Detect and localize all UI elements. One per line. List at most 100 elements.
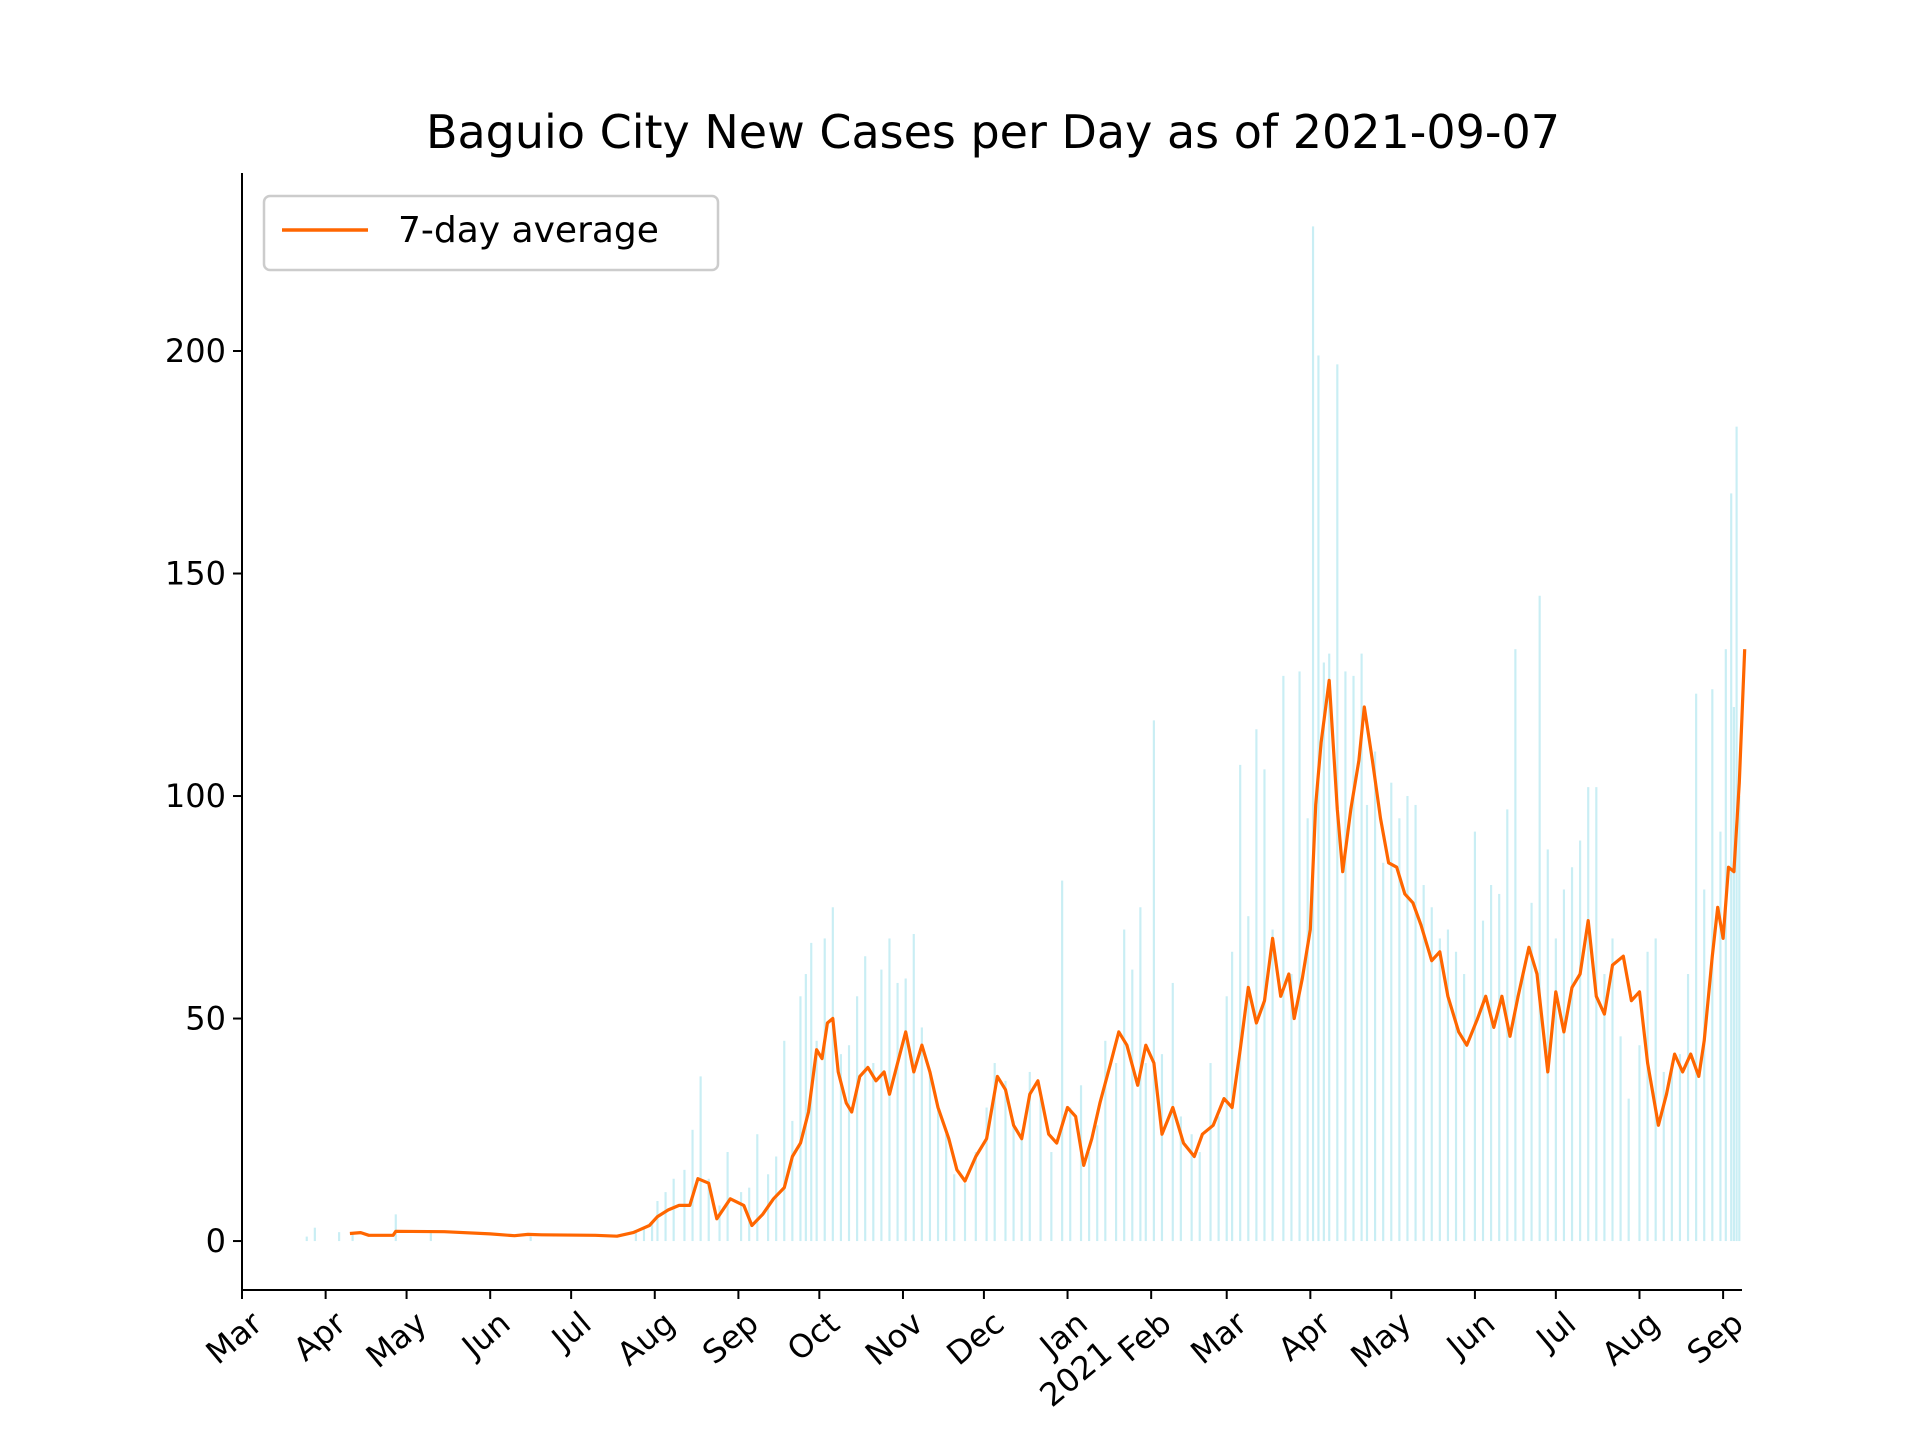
daily-case-bar-139 [1724, 649, 1727, 1242]
daily-case-bar-34 [856, 996, 859, 1242]
x-tick-label-9: Dec [939, 1304, 1011, 1373]
daily-case-bar-20 [748, 1187, 751, 1242]
daily-case-bar-51 [1004, 1080, 1007, 1242]
daily-case-bar-72 [1190, 1134, 1193, 1242]
daily-case-bar-116 [1538, 595, 1541, 1242]
daily-case-bar-104 [1438, 938, 1441, 1242]
x-tick-label-13: Apr [1271, 1303, 1338, 1368]
daily-case-bar-128 [1638, 1045, 1641, 1242]
daily-case-bar-94 [1360, 653, 1363, 1242]
daily-case-bar-31 [831, 907, 834, 1242]
daily-case-bar-30 [823, 938, 826, 1242]
daily-case-bar-23 [775, 1156, 778, 1242]
daily-case-bar-50 [993, 1063, 996, 1242]
daily-case-bar-3 [351, 1232, 354, 1242]
daily-case-bar-54 [1028, 1071, 1031, 1242]
daily-case-bar-133 [1678, 1054, 1682, 1242]
daily-case-bar-143 [1738, 796, 1741, 1242]
daily-case-bar-60 [1088, 1152, 1091, 1242]
x-tick-label-text-0-0: Mar [199, 1303, 270, 1371]
daily-case-bar-71 [1179, 1116, 1182, 1242]
daily-case-bar-75 [1217, 1116, 1220, 1242]
daily-case-bar-83 [1282, 675, 1285, 1242]
daily-case-bar-44 [936, 1107, 940, 1242]
x-tick-label-text-4-0: Jul [543, 1304, 599, 1359]
daily-case-bar-5 [429, 1232, 432, 1242]
x-tick-label-text-11-0: Feb [1111, 1304, 1179, 1370]
x-tick-label-text-8-0: Nov [858, 1304, 930, 1373]
daily-case-bar-93 [1352, 675, 1355, 1242]
daily-case-bar-127 [1627, 1098, 1630, 1242]
daily-case-bar-115 [1530, 902, 1533, 1242]
daily-case-bar-64 [1123, 929, 1126, 1242]
daily-case-bar-1 [313, 1227, 316, 1242]
daily-case-bar-17 [718, 1205, 721, 1242]
x-tick-label-text-15-0: Jun [1438, 1304, 1502, 1367]
daily-case-bar-98 [1390, 782, 1393, 1242]
daily-case-bar-87 [1311, 226, 1315, 1242]
x-tick-label-text-3-0: Jun [453, 1304, 517, 1367]
x-tick-label-text-17-0: Aug [1594, 1304, 1666, 1373]
daily-case-bar-10 [656, 1201, 659, 1242]
x-tick-label-12: Mar [1183, 1303, 1254, 1371]
daily-case-bar-90 [1328, 653, 1331, 1242]
daily-case-bar-49 [985, 1107, 988, 1242]
daily-case-bar-110 [1490, 885, 1493, 1242]
x-tick-label-3: Jun [453, 1304, 517, 1367]
legend-label: 7-day average [398, 210, 659, 251]
daily-case-bar-69 [1160, 1054, 1164, 1242]
daily-case-bar-103 [1430, 907, 1433, 1242]
daily-case-bar-63 [1115, 1063, 1118, 1242]
x-tick-label-text-5-0: Aug [610, 1304, 682, 1373]
daily-case-bar-125 [1611, 938, 1614, 1242]
daily-case-bar-11 [664, 1192, 667, 1242]
x-tick-label-text-1-0: Apr [286, 1303, 353, 1368]
daily-case-bar-140 [1730, 493, 1733, 1242]
daily-case-bar-52 [1012, 1120, 1015, 1242]
daily-case-bar-41 [912, 933, 915, 1242]
daily-case-bar-55 [1039, 1098, 1042, 1242]
chart-title: Baguio City New Cases per Day as of 2021… [426, 105, 1560, 159]
daily-case-bar-18 [726, 1152, 729, 1242]
daily-case-bar-78 [1239, 764, 1242, 1242]
daily-case-bar-113 [1514, 649, 1517, 1242]
daily-case-bar-4 [394, 1214, 397, 1242]
x-tick-label-6: Sep [695, 1304, 766, 1372]
daily-case-bar-135 [1695, 693, 1698, 1242]
daily-case-bar-123 [1595, 787, 1598, 1242]
daily-case-bar-73 [1198, 1152, 1201, 1242]
x-tick-label-0: Mar [199, 1303, 270, 1371]
daily-case-bar-80 [1255, 729, 1258, 1242]
x-tick-label-text-13-0: Apr [1271, 1303, 1338, 1368]
daily-case-bar-65 [1131, 969, 1134, 1242]
daily-case-bar-26 [799, 996, 802, 1242]
daily-case-bar-61 [1096, 1125, 1099, 1242]
daily-case-bar-132 [1670, 1063, 1673, 1242]
x-tick-label-5: Aug [610, 1304, 682, 1373]
x-tick-label-7: Oct [780, 1304, 847, 1369]
daily-case-bar-136 [1703, 889, 1706, 1242]
x-tick-label-text-9-0: Dec [939, 1304, 1011, 1373]
x-tick-label-text-2-0: May [359, 1304, 434, 1376]
daily-case-bar-12 [672, 1178, 675, 1242]
daily-case-bar-45 [945, 1134, 948, 1242]
daily-case-bar-9 [650, 1223, 654, 1242]
daily-case-bar-39 [896, 982, 899, 1242]
daily-case-bar-106 [1454, 951, 1458, 1242]
daily-case-bar-42 [920, 1027, 923, 1242]
daily-case-bar-25 [791, 1120, 794, 1242]
x-tick-label-8: Nov [858, 1304, 930, 1373]
daily-case-bar-129 [1646, 951, 1649, 1242]
daily-case-bar-99 [1398, 818, 1401, 1242]
legend-box [262, 194, 720, 272]
daily-case-bar-82 [1271, 929, 1274, 1242]
daily-case-bar-40 [904, 978, 907, 1242]
daily-case-bar-48 [974, 1152, 977, 1242]
y-tick-label-200: 200 [165, 332, 226, 370]
daily-case-bar-32 [839, 1054, 842, 1242]
x-tick-label-16: Jul [1528, 1304, 1584, 1359]
daily-case-bar-19 [740, 1192, 743, 1242]
daily-case-bar-15 [699, 1076, 702, 1242]
daily-case-bar-16 [707, 1178, 710, 1242]
